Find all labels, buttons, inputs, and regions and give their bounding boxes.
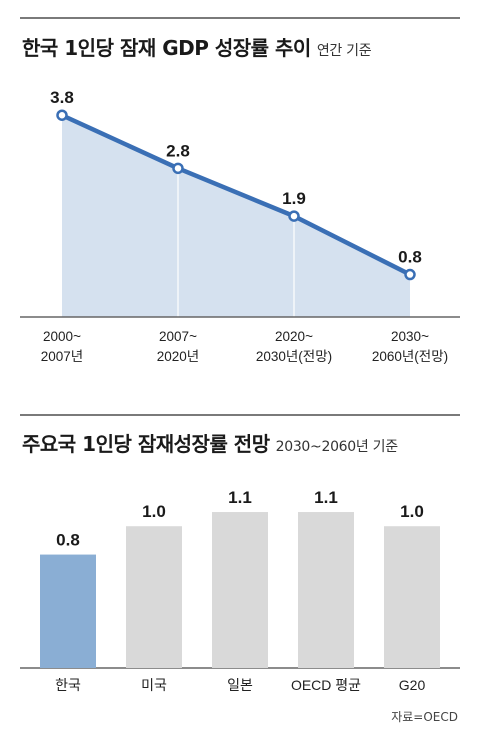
bar-value-label-5: 1.0 [400,502,424,521]
line-chart-subtitle: 연간 기준 [316,43,372,59]
bar-category-label-1: 한국 [55,677,81,693]
line-chart: 3.8 2.8 1.9 0.8 2000~ 2007년 2007~ 2020년 2020~ 203… [20,88,460,364]
bar-value-label-3: 1.1 [228,488,252,507]
bar-value-label-2: 1.0 [142,502,166,521]
middle-rule [20,414,460,416]
source-note: 자료=OECD [391,710,458,724]
bar-category-label-3: 일본 [227,677,253,693]
bar-value-label-4: 1.1 [314,488,338,507]
x-tick-label-line: 2000~ [43,329,81,344]
bar-category-label-5: G20 [399,677,426,693]
bar-chart-subtitle: 2030~2060년 기준 [275,439,398,455]
line-area-fill [62,115,410,317]
x-tick-label-line: 2030년(전망) [256,349,332,364]
data-point-2 [172,162,184,175]
bar-4 [298,512,354,668]
data-point-4 [404,268,416,281]
x-tick-label-4: 2030~ 2060년(전망) [372,329,448,364]
data-point-3 [288,210,300,222]
bar-category-label-4: OECD 평균 [291,677,361,693]
bar-chart-title-block: 주요국 1인당 잠재성장률 전망 2030~2060년 기준 [22,428,398,457]
bar-5 [384,526,440,668]
data-label-4: 0.8 [398,248,422,267]
bar-value-label-1: 0.8 [56,531,80,550]
x-tick-label-line: 2020~ [275,329,313,344]
line-chart-title: 한국 1인당 잠재 GDP 성장률 추이 [22,36,311,60]
data-point-1 [56,109,68,121]
top-rule [20,17,460,19]
x-tick-label-1: 2000~ 2007년 [41,329,83,364]
x-tick-label-3: 2020~ 2030년(전망) [256,329,332,364]
bar-chart: 0.8 한국 1.0 미국 1.1 일본 1.1 OECD 평균 1.0 G20 [20,488,460,693]
data-label-3: 1.9 [282,189,306,208]
x-tick-label-line: 2007년 [41,349,83,364]
x-tick-label-line: 2030~ [391,329,429,344]
x-tick-label-2: 2007~ 2020년 [157,329,199,364]
bar-chart-title: 주요국 1인당 잠재성장률 전망 [22,432,270,456]
bar-1 [40,554,96,668]
x-tick-label-line: 2020년 [157,349,199,364]
data-label-2: 2.8 [166,141,190,160]
bar-2 [126,526,182,668]
bar-3 [212,512,268,668]
bar-category-label-2: 미국 [141,677,167,693]
line-chart-title-block: 한국 1인당 잠재 GDP 성장률 추이 연간 기준 [22,32,372,61]
x-tick-label-line: 2060년(전망) [372,349,448,364]
data-label-1: 3.8 [50,88,74,107]
series-line [59,112,413,277]
x-tick-label-line: 2007~ [159,329,197,344]
